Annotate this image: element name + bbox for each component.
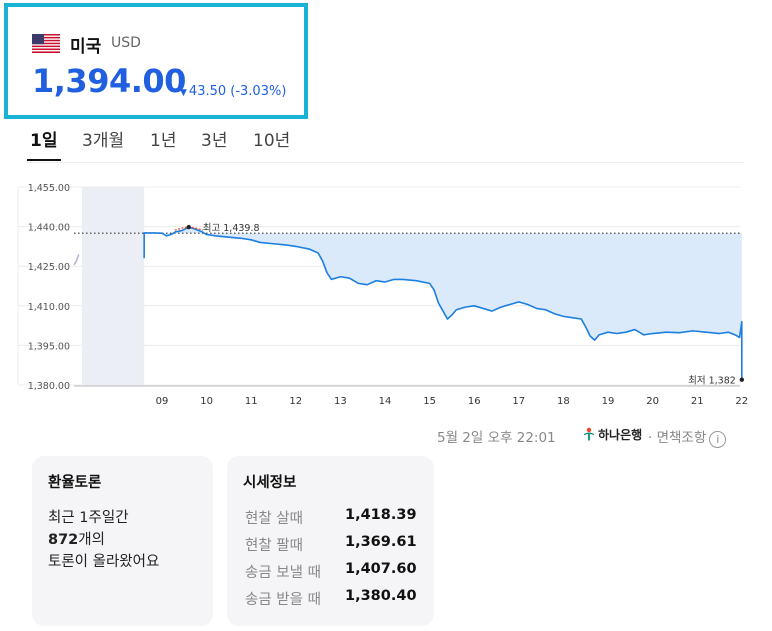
x-tick-label: 12 xyxy=(289,396,302,407)
disclaimer-text: · 면책조항 xyxy=(648,430,707,446)
x-tick-label: 16 xyxy=(468,396,481,407)
exchange-forum-card[interactable]: 환율토론 최근 1주일간 872개의 토론이 올라왔어요 xyxy=(32,456,213,626)
high-low-markers: 최고 1,439.8 최저 1,382 xyxy=(174,223,744,387)
active-tab-indicator xyxy=(27,159,61,161)
tab-3-years[interactable]: 3년 xyxy=(201,131,228,151)
y-axis-ticks: 1,455.00 1,440.00 1,425.00 1,410.00 1,395.00… xyxy=(28,183,70,392)
update-timestamp: 5월 2일 오후 22:01 xyxy=(437,430,556,446)
x-tick-label: 17 xyxy=(512,396,525,407)
remit-receive-label: 송금 받을 때 xyxy=(245,592,321,608)
forum-line-3: 토론이 올라왔어요 xyxy=(48,554,160,570)
x-tick-label: 21 xyxy=(691,396,704,407)
period-tabs: 1일 3개월 1년 3년 10년 xyxy=(27,122,743,163)
rate-change: ▼ 43.50 (-3.03%) xyxy=(180,84,286,99)
x-tick-label: 10 xyxy=(200,396,213,407)
tab-1-day[interactable]: 1일 xyxy=(30,131,58,151)
cash-buy-value: 1,418.39 xyxy=(345,507,417,523)
x-tick-label: 18 xyxy=(557,396,570,407)
x-tick-label: 11 xyxy=(245,396,258,407)
forum-line-1: 최근 1주일간 xyxy=(48,510,129,526)
y-tick-label: 1,440.00 xyxy=(28,223,70,234)
low-point xyxy=(739,377,744,382)
high-label: 최고 1,439.8 xyxy=(203,223,260,234)
y-tick-label: 1,455.00 xyxy=(28,183,70,194)
forum-count: 872 xyxy=(48,532,79,548)
x-tick-label: 20 xyxy=(646,396,659,407)
tab-1-year[interactable]: 1년 xyxy=(150,131,177,151)
y-tick-label: 1,425.00 xyxy=(28,262,70,273)
x-tick-label: 22 xyxy=(735,396,748,407)
x-tick-label: 09 xyxy=(156,396,169,407)
market-card-title: 시세정보 xyxy=(243,475,297,491)
low-label: 최저 1,382 xyxy=(688,376,736,387)
us-flag-icon xyxy=(32,34,60,53)
currency-code: USD xyxy=(111,35,141,51)
bank-name: 하나은행 xyxy=(598,428,643,442)
rate-change-value: 43.50 (-3.03%) xyxy=(188,84,287,99)
cash-sell-value: 1,369.61 xyxy=(345,534,417,550)
high-point xyxy=(186,224,191,230)
bank-source: 하나은행 xyxy=(582,426,642,443)
forum-card-title: 환율토론 xyxy=(48,475,102,491)
y-tick-label: 1,410.00 xyxy=(28,302,70,313)
chart-area-fill xyxy=(144,227,742,380)
x-tick-label: 15 xyxy=(423,396,436,407)
currency-header: 미국 USD 1,394.00 ▼ 43.50 (-3.03%) xyxy=(4,3,308,119)
y-tick-label: 1,395.00 xyxy=(28,341,70,352)
info-icon[interactable]: i xyxy=(709,431,727,448)
cash-sell-label: 현찰 팔때 xyxy=(245,538,303,554)
x-tick-label: 19 xyxy=(602,396,615,407)
hana-bank-logo-icon xyxy=(584,427,594,441)
x-tick-label: 13 xyxy=(334,396,347,407)
forum-count-suffix: 개의 xyxy=(78,532,105,548)
x-axis-ticks: 09 10 11 12 13 14 15 16 17 18 19 20 21 22 xyxy=(156,396,749,407)
remit-receive-value: 1,380.40 xyxy=(345,588,417,604)
forum-line-2: 872개의 xyxy=(48,528,105,549)
premarket-shade xyxy=(82,187,145,385)
country-name: 미국 xyxy=(70,37,102,57)
rate-chart: 1,455.00 1,440.00 1,425.00 1,410.00 1,395.00… xyxy=(17,183,749,407)
down-triangle-icon: ▼ xyxy=(180,88,187,98)
premarket-line xyxy=(73,254,80,266)
disclaimer-link[interactable]: · 면책조항 i xyxy=(648,426,727,448)
exchange-rate: 1,394.00 xyxy=(32,62,186,100)
y-tick-label: 1,380.00 xyxy=(28,381,70,392)
remit-send-label: 송금 보낼 때 xyxy=(245,565,321,581)
rate-series-line xyxy=(143,226,743,380)
moon-icon xyxy=(115,393,120,403)
market-info-card: 시세정보 현찰 살때 1,418.39 현찰 팔때 1,369.61 송금 보낼… xyxy=(227,456,434,626)
tab-10-years[interactable]: 10년 xyxy=(253,131,291,151)
x-tick-label: 14 xyxy=(379,396,392,407)
tab-3-months[interactable]: 3개월 xyxy=(82,131,125,151)
cash-buy-label: 현찰 살때 xyxy=(245,511,303,527)
remit-send-value: 1,407.60 xyxy=(345,561,417,577)
